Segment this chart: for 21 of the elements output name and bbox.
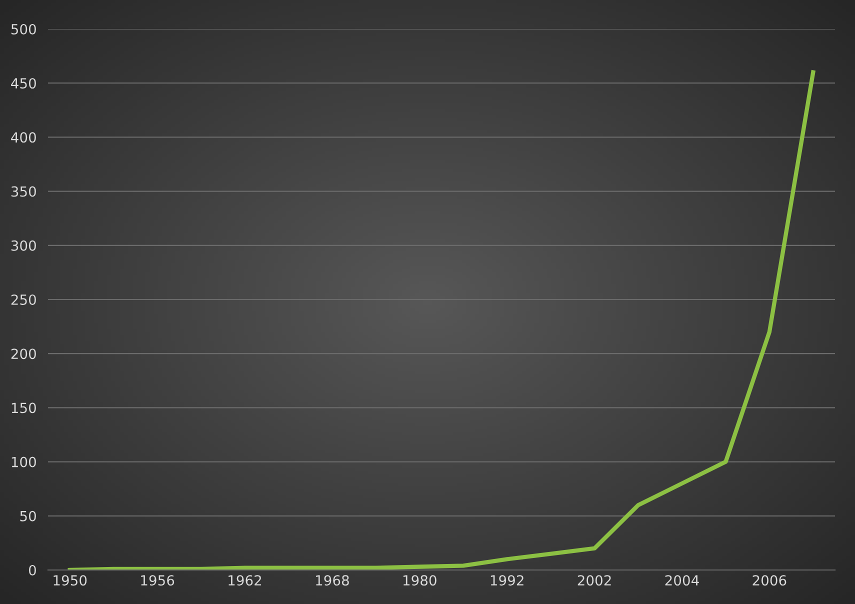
x-tick-label: 2006 bbox=[752, 575, 786, 586]
y-tick-label: 350 bbox=[11, 186, 36, 197]
x-tick-label: 1962 bbox=[228, 575, 262, 586]
x-tick-label: 2004 bbox=[665, 575, 699, 586]
x-tick-label: 1968 bbox=[316, 575, 349, 586]
y-tick-label: 300 bbox=[11, 240, 36, 251]
x-tick-label: 1950 bbox=[54, 575, 87, 586]
y-tick-label: 200 bbox=[11, 348, 36, 360]
x-tick-label: 1980 bbox=[403, 575, 436, 586]
x-tick-label: 2002 bbox=[578, 575, 611, 586]
y-tick-label: 500 bbox=[11, 24, 36, 34]
line-series bbox=[68, 70, 816, 570]
x-tick-label: 1992 bbox=[490, 575, 524, 586]
y-tick-label: 0 bbox=[28, 564, 36, 576]
x-tick-label: 1956 bbox=[141, 575, 174, 586]
y-tick-label: 50 bbox=[20, 510, 36, 522]
y-tick-label: 150 bbox=[12, 402, 36, 414]
y-tick-label: 250 bbox=[11, 294, 36, 305]
y-tick-label: 450 bbox=[11, 78, 36, 89]
y-tick-label: 400 bbox=[11, 132, 36, 143]
y-tick-label: 100 bbox=[12, 456, 36, 468]
